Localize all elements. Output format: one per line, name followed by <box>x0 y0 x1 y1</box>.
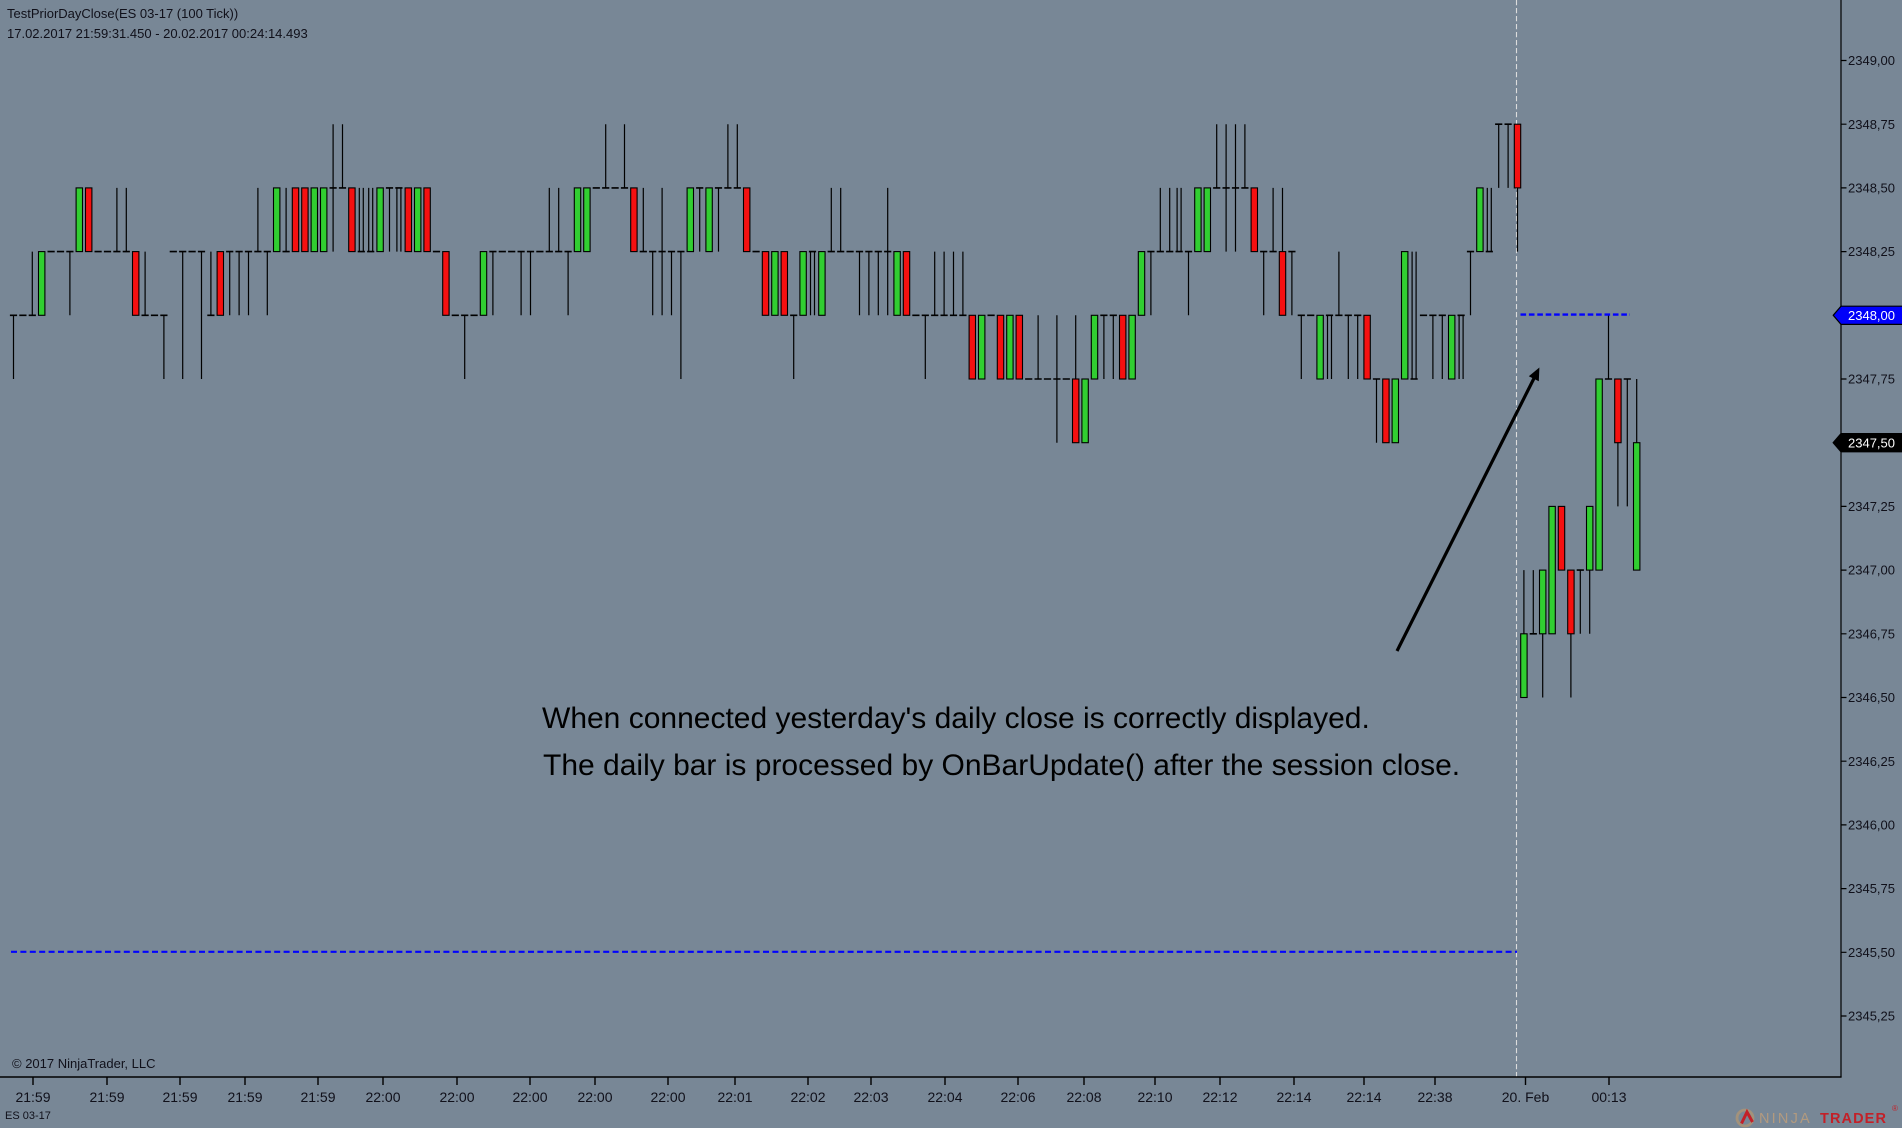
svg-text:ES 03-17: ES 03-17 <box>5 1110 51 1122</box>
svg-text:22:38: 22:38 <box>1417 1089 1452 1105</box>
svg-text:21:59: 21:59 <box>300 1089 335 1105</box>
svg-text:22:00: 22:00 <box>577 1089 612 1105</box>
svg-text:2349,00: 2349,00 <box>1848 53 1895 68</box>
svg-text:22:08: 22:08 <box>1066 1089 1101 1105</box>
svg-text:2347,00: 2347,00 <box>1848 563 1895 578</box>
svg-text:21:59: 21:59 <box>227 1089 262 1105</box>
svg-text:22:14: 22:14 <box>1276 1089 1311 1105</box>
svg-text:22:00: 22:00 <box>650 1089 685 1105</box>
svg-text:22:10: 22:10 <box>1137 1089 1172 1105</box>
svg-text:17.02.2017 21:59:31.450 - 20.0: 17.02.2017 21:59:31.450 - 20.02.2017 00:… <box>7 26 308 41</box>
svg-text:2348,75: 2348,75 <box>1848 117 1895 132</box>
svg-text:The daily bar is processed by: The daily bar is processed by OnBarUpdat… <box>543 749 1460 782</box>
svg-text:22:06: 22:06 <box>1000 1089 1035 1105</box>
svg-text:®: ® <box>1892 1104 1898 1113</box>
svg-text:22:00: 22:00 <box>439 1089 474 1105</box>
svg-text:00:13: 00:13 <box>1591 1089 1626 1105</box>
svg-text:22:03: 22:03 <box>853 1089 888 1105</box>
svg-text:2348,00: 2348,00 <box>1848 308 1895 323</box>
svg-text:20. Feb: 20. Feb <box>1502 1089 1550 1105</box>
svg-text:2348,25: 2348,25 <box>1848 244 1895 259</box>
svg-text:2346,75: 2346,75 <box>1848 626 1895 641</box>
svg-text:21:59: 21:59 <box>162 1089 197 1105</box>
svg-text:22:01: 22:01 <box>717 1089 752 1105</box>
svg-text:TestPriorDayClose(ES 03-17 (10: TestPriorDayClose(ES 03-17 (100 Tick)) <box>7 6 238 21</box>
svg-text:2346,25: 2346,25 <box>1848 754 1895 769</box>
svg-text:22:14: 22:14 <box>1346 1089 1381 1105</box>
svg-text:2347,25: 2347,25 <box>1848 499 1895 514</box>
svg-text:22:00: 22:00 <box>512 1089 547 1105</box>
svg-text:2347,75: 2347,75 <box>1848 372 1895 387</box>
svg-text:2346,00: 2346,00 <box>1848 818 1895 833</box>
svg-text:2345,25: 2345,25 <box>1848 1009 1895 1024</box>
svg-text:2346,50: 2346,50 <box>1848 690 1895 705</box>
svg-text:21:59: 21:59 <box>15 1089 50 1105</box>
svg-text:NINJA: NINJA <box>1759 1111 1812 1127</box>
svg-text:2347,50: 2347,50 <box>1848 435 1895 450</box>
svg-text:TRADER: TRADER <box>1820 1111 1887 1127</box>
svg-text:22:12: 22:12 <box>1202 1089 1237 1105</box>
svg-text:22:04: 22:04 <box>927 1089 962 1105</box>
svg-text:2345,50: 2345,50 <box>1848 945 1895 960</box>
svg-text:21:59: 21:59 <box>89 1089 124 1105</box>
svg-text:2345,75: 2345,75 <box>1848 881 1895 896</box>
svg-text:22:00: 22:00 <box>365 1089 400 1105</box>
svg-text:2348,50: 2348,50 <box>1848 181 1895 196</box>
svg-text:22:02: 22:02 <box>790 1089 825 1105</box>
svg-text:When connected yesterday's dai: When connected yesterday's daily close i… <box>542 702 1370 735</box>
svg-text:© 2017 NinjaTrader, LLC: © 2017 NinjaTrader, LLC <box>12 1056 156 1071</box>
